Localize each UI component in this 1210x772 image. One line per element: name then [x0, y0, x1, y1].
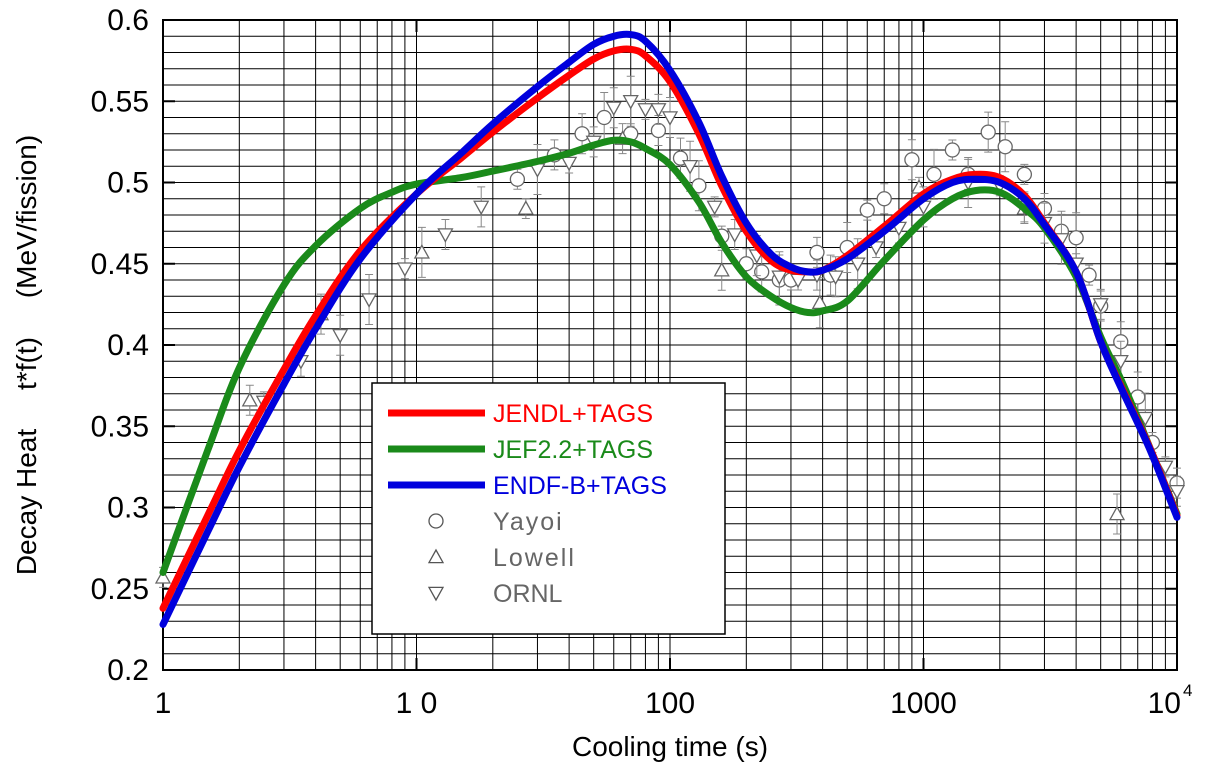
y-tick-labels: 0.2 0.25 0.3 0.35 0.4 0.45 0.5 0.55 0.6	[91, 4, 149, 687]
legend-label: Lowell	[493, 544, 576, 572]
data-point-lowell	[517, 200, 534, 215]
data-point-ornl	[437, 228, 454, 243]
data-point-yayoi	[997, 139, 1013, 155]
data-point-yayoi	[574, 126, 590, 142]
data-point-ornl	[1092, 298, 1109, 313]
legend-label: Yayoi	[493, 508, 564, 536]
data-point-ornl	[1137, 411, 1154, 427]
y-tick-label: 0.45	[91, 248, 149, 281]
data-point-yayoi	[650, 122, 667, 139]
data-point-ornl	[650, 103, 667, 118]
data-point-ornl	[771, 270, 788, 286]
data-point-lowell	[413, 244, 430, 259]
x-tick-label: 1	[155, 687, 172, 720]
data-point-yayoi	[1081, 267, 1097, 283]
data-point-lowell	[154, 569, 172, 584]
legend: JENDL+TAGS JEF2.2+TAGS ENDF-B+TAGS Yayoi Low…	[371, 382, 726, 635]
y-tick-label: 0.25	[91, 573, 149, 606]
data-point-yayoi	[809, 244, 825, 261]
data-point-ornl	[332, 328, 349, 344]
y-tick-label: 0.3	[107, 492, 149, 525]
legend-label: ORNL	[493, 580, 563, 608]
data-point-yayoi	[944, 142, 961, 158]
legend-box	[371, 382, 726, 635]
data-point-ornl	[396, 262, 414, 277]
y-tick-label: 0.5	[107, 167, 149, 200]
y-tick-label: 0.4	[107, 329, 149, 362]
calculated-series-lines	[159, 30, 1181, 628]
data-point-yayoi	[904, 152, 920, 168]
x-tick-labels: 1 1 0 100 1000 10	[155, 687, 1181, 720]
data-point-lowell	[241, 391, 258, 407]
legend-label: JEF2.2+TAGS	[493, 436, 653, 464]
data-point-ornl	[561, 156, 578, 172]
x-tick-label: 10	[1148, 687, 1181, 720]
data-point-yayoi	[509, 171, 526, 187]
legend-label: ENDF-B+TAGS	[493, 472, 667, 500]
data-point-yayoi	[1016, 166, 1033, 183]
y-tick-label: 0.55	[91, 85, 149, 118]
data-point-ornl	[360, 293, 378, 308]
data-point-yayoi	[980, 124, 996, 140]
x-axis-label: Cooling time (s)	[572, 731, 768, 762]
data-point-ornl	[1157, 460, 1174, 476]
data-point-ornl	[661, 111, 679, 126]
legend-marker	[428, 513, 444, 529]
data-point-ornl	[1168, 484, 1186, 500]
x-tick-label: 1 0	[396, 687, 438, 720]
data-point-ornl	[849, 257, 866, 273]
legend-marker	[427, 548, 445, 564]
data-point-yayoi	[876, 191, 892, 207]
data-point-ornl	[605, 101, 622, 117]
data-point-yayoi	[926, 166, 942, 183]
data-point-ornl	[473, 200, 490, 216]
x-tick-label: 100	[645, 687, 695, 720]
x-tick-exponent: 4	[1183, 681, 1192, 700]
data-point-ornl	[637, 103, 654, 118]
data-point-lowell	[1108, 505, 1126, 521]
data-point-ornl	[622, 95, 639, 110]
data-point-yayoi	[1068, 230, 1084, 246]
y-tick-label: 0.35	[91, 410, 149, 443]
data-point-ornl	[726, 228, 743, 243]
data-point-yayoi	[859, 202, 875, 218]
y-tick-label: 0.6	[107, 4, 149, 37]
y-tick-label: 0.2	[107, 654, 149, 687]
series-line-endf-b-tags	[159, 30, 1181, 628]
data-point-ornl	[681, 159, 699, 175]
legend-marker	[427, 586, 445, 602]
x-tick-label: 1000	[890, 687, 957, 720]
data-point-ornl	[706, 200, 723, 216]
data-point-ornl	[1112, 354, 1129, 370]
legend-label: JENDL+TAGS	[493, 400, 653, 428]
y-axis-label: Decay Heat t*f(t) (MeV/fission)	[11, 135, 42, 575]
data-point-lowell	[713, 261, 730, 277]
data-point-ornl	[827, 270, 844, 286]
data-point-yayoi	[596, 109, 612, 126]
